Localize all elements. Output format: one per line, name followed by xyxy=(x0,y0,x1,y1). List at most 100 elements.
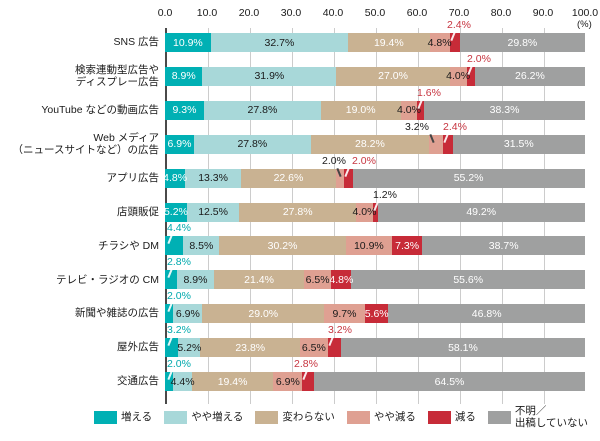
legend-label: 変わらない xyxy=(282,410,335,423)
legend-swatch xyxy=(164,411,188,424)
category-label-line: 交通広告 xyxy=(117,375,159,388)
bar-row: 4.4% 19.4% 6.9% 64.5% xyxy=(165,372,585,391)
bar-segment: 5.6% xyxy=(364,304,389,324)
bar-row: 5.2% 12.5% 27.8% 4.0% 49.2% xyxy=(163,202,585,222)
segment-value-label: 8.9% xyxy=(183,273,208,286)
segment-value-label: 28.2% xyxy=(355,138,385,151)
callout-value-label: 2.8% xyxy=(294,358,318,370)
callout-value-label: 1.2% xyxy=(373,188,397,201)
category-label: 新聞や雑誌の広告 xyxy=(0,296,159,331)
bar-segment: 27.8% xyxy=(204,100,321,120)
category-label: Web メディア （ニュースサイトなど）の広告 xyxy=(0,127,159,162)
segment-value-label: 6.5% xyxy=(305,273,330,286)
legend-item: 変わらない xyxy=(255,411,335,424)
bar-segment xyxy=(372,202,378,222)
bar-segment: 31.9% xyxy=(202,66,337,86)
segment-value-label: 10.9% xyxy=(353,239,384,252)
segment-value-label: 6.9% xyxy=(167,138,192,151)
bar-segment: 29.0% xyxy=(202,304,325,324)
bar-segment: 30.2% xyxy=(219,236,346,256)
segment-value-label: 6.9% xyxy=(175,307,200,320)
callout-value-label: 3.2% xyxy=(328,324,352,337)
bar-row: 8.9% 31.9% 27.0% 4.0% 26.2% xyxy=(165,66,585,86)
segment-value-label: 5.2% xyxy=(163,206,188,218)
bar-segment: 6.9% xyxy=(273,372,303,391)
legend-swatch xyxy=(255,411,279,424)
segment-value-label: 22.6% xyxy=(273,172,304,185)
bar-segment xyxy=(165,270,177,290)
legend-item: やや増える xyxy=(164,411,243,424)
bar-segment: 9.7% xyxy=(324,304,365,324)
callout-value-label: 3.2% xyxy=(167,324,191,337)
axis-tick-label: 30.0 xyxy=(280,7,302,19)
category-label-line: Web メディア xyxy=(93,131,159,144)
callout-value-label: 2.4% xyxy=(443,120,467,133)
category-label: チラシや DM xyxy=(0,228,159,263)
bar-row: 10.9% 32.7% 19.4% 4.8% 29.8% xyxy=(165,33,585,52)
bar-segment: 38.3% xyxy=(424,100,585,120)
segment-value-label: 12.5% xyxy=(198,206,228,218)
legend-label: やや減る xyxy=(373,410,416,423)
bar-segment: 4.0% xyxy=(446,66,470,86)
bar-segment: 4.8% xyxy=(427,33,452,52)
legend-swatch xyxy=(94,411,117,424)
callout-value-label: 2.8% xyxy=(167,256,191,269)
segment-value-label: 5.2% xyxy=(177,341,202,354)
legend-swatch xyxy=(346,411,370,424)
category-label-line: 屋外広告 xyxy=(117,341,159,354)
segment-value-label: 46.8% xyxy=(471,307,502,320)
callout-value-label: 2.0% xyxy=(167,358,191,370)
bar-segment: 19.4% xyxy=(191,372,274,391)
bar-segment: 5.2% xyxy=(177,338,202,358)
segment-value-label: 49.2% xyxy=(466,206,497,218)
bar-segment: 27.8% xyxy=(193,134,311,154)
legend: 増える やや増える 変わらない やや減る 減る 不明／ 出稿していない xyxy=(94,405,588,429)
callout-value-label: 2.0% xyxy=(167,290,191,303)
bar-segment: 10.9% xyxy=(345,236,392,256)
axis-tick-label: 20.0 xyxy=(238,7,260,19)
category-label-line: （ニュースサイトなど）の広告 xyxy=(12,144,159,157)
segment-value-label: 38.3% xyxy=(489,104,520,117)
bar-segment: 4.0% xyxy=(353,202,376,222)
segment-value-label: 4.8% xyxy=(427,36,452,49)
segment-value-label: 26.2% xyxy=(515,70,545,83)
segment-value-label: 5.6% xyxy=(364,307,389,320)
bar-segment: 27.0% xyxy=(336,66,450,86)
legend-swatch xyxy=(427,411,451,424)
callout-value-label: 1.6% xyxy=(417,86,441,99)
axis-tick-label: 0.0 xyxy=(157,7,173,19)
segment-value-label: 58.1% xyxy=(448,341,478,354)
bar-segment: 55.6% xyxy=(351,270,585,290)
category-label-line: 新聞や雑誌の広告 xyxy=(75,307,159,320)
bar-segment: 5.2% xyxy=(163,202,188,222)
segment-value-label: 4.0% xyxy=(352,206,377,218)
bar-segment: 6.9% xyxy=(165,134,194,154)
segment-value-label: 31.9% xyxy=(254,70,285,83)
segment-value-label: 10.9% xyxy=(172,36,203,49)
bar-segment: 19.0% xyxy=(320,100,401,120)
category-label-line: YouTube などの動画広告 xyxy=(41,104,159,117)
bar-segment: 32.7% xyxy=(210,33,349,52)
segment-value-label: 19.4% xyxy=(373,36,404,49)
segment-value-label: 55.2% xyxy=(453,172,484,185)
category-label-line: テレビ・ラジオの CM xyxy=(55,273,159,286)
bar-segment: 38.7% xyxy=(422,236,585,256)
bar-segment: 8.9% xyxy=(165,66,203,86)
bar-row: 5.2% 23.8% 6.5% 58.1% xyxy=(165,338,585,358)
segment-value-label: 29.8% xyxy=(507,36,538,49)
category-label-line: ディスプレー広告 xyxy=(75,76,159,89)
axis-tick-label: 60.0 xyxy=(406,7,428,19)
bar-segment: 12.5% xyxy=(186,202,240,222)
callout-value-label: 4.4% xyxy=(167,222,191,235)
segment-value-label: 4.4% xyxy=(170,375,195,388)
segment-value-label: 27.0% xyxy=(378,70,408,83)
bar-segment: 8.9% xyxy=(176,270,215,290)
segment-value-label: 9.7% xyxy=(332,307,357,320)
bar-segment: 6.5% xyxy=(300,338,328,358)
category-label-line: SNS 広告 xyxy=(113,36,159,49)
segment-value-label: 27.8% xyxy=(247,104,278,117)
category-label: 交通広告 xyxy=(0,364,159,399)
segment-value-label: 38.7% xyxy=(488,239,519,252)
bar-segment: 4.4% xyxy=(171,372,195,391)
bar-segment: 26.2% xyxy=(474,66,585,86)
